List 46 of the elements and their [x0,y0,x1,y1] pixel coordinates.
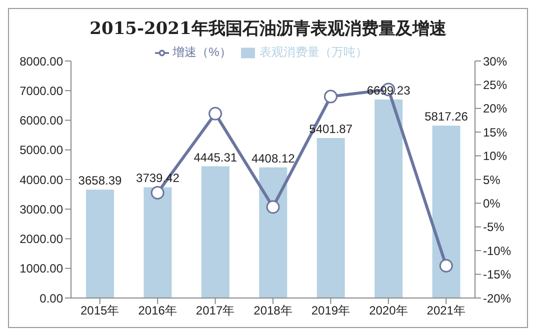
y2-tick-label: -5% [483,220,505,234]
y2-tick-label: 15% [483,125,508,140]
bar [259,167,288,298]
y2-tick-label: 25% [483,78,508,92]
bar [432,126,460,298]
data-label: 3658.39 [78,174,122,188]
point [266,200,280,214]
y-tick-label: 5000.00 [20,143,64,158]
y-tick-label: 0.00 [40,291,64,306]
data-label: 5817.26 [424,110,468,124]
bar [144,187,172,298]
y-tick-label: 3000.00 [20,202,64,216]
x-tick-label: 2015年 [80,304,120,318]
y2-tick-label: 0% [483,196,501,210]
y-tick-label: 2000.00 [20,232,64,246]
point [150,186,164,200]
point [439,259,453,273]
x-tick-label: 2017年 [196,304,235,318]
y-tick-label: 7000.00 [20,84,64,98]
y2-tick-label: 10% [483,149,508,164]
y-tick-label: 1000.00 [20,262,64,276]
y2-tick-label: -20% [483,291,512,306]
y2-tick-label: -10% [483,244,512,258]
bar [201,166,230,298]
point [208,106,222,120]
y2-tick-label: 20% [483,102,508,116]
y2-tick-label: -15% [483,268,512,282]
bar [374,100,403,298]
data-label: 4445.31 [194,150,238,164]
legend-label: 表观消费量（万吨） [259,45,368,59]
data-label: 4408.12 [251,151,296,166]
y-tick-label: 8000.00 [20,54,64,68]
y2-tick-label: 30% [483,54,508,68]
x-tick-label: 2020年 [369,304,408,318]
x-tick-label: 2016年 [138,304,177,318]
point [324,90,338,104]
bar [316,138,345,298]
x-tick-label: 2021年 [426,304,466,318]
bar [86,190,114,298]
y2-tick-label: 5% [483,172,501,187]
y-tick-label: 6000.00 [20,114,64,128]
legend-label: 增速（%） [172,45,232,59]
x-tick-label: 2019年 [311,304,350,318]
y-tick-label: 4000.00 [20,172,64,187]
x-tick-label: 2018年 [254,304,292,318]
chart-title: 2015-2021年我国石油沥青表观消费量及增速 [88,18,448,40]
